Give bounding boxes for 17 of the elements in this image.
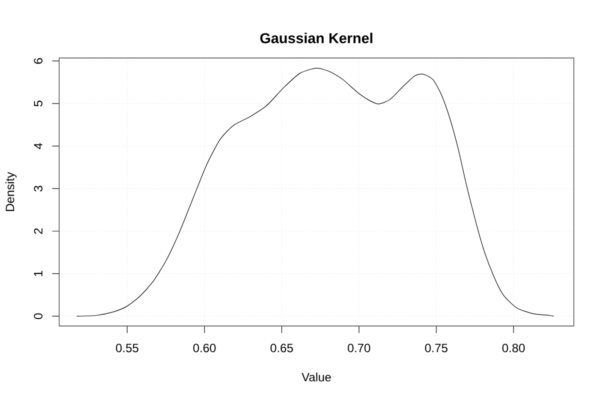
x-axis-title: Value [302, 372, 331, 382]
x-tick-label: 0.60 [193, 344, 216, 352]
x-tick-label: 0.80 [502, 344, 525, 352]
y-tick-label: 6 [34, 58, 42, 64]
y-tick-label: 3 [34, 186, 42, 192]
x-tick-label: 0.75 [425, 344, 448, 352]
y-tick-label: 5 [34, 100, 42, 106]
y-tick-label: 2 [34, 228, 42, 234]
y-axis-title: Density [5, 172, 17, 212]
chart-title: Gaussian Kernel [260, 32, 372, 44]
y-tick-label: 1 [34, 270, 42, 276]
y-tick-label: 4 [34, 143, 42, 150]
x-tick-label: 0.55 [116, 344, 138, 352]
line-series [76, 68, 554, 317]
y-tick-label: 0 [34, 313, 42, 320]
x-tick-label: 0.70 [348, 344, 370, 352]
x-tick-label: 0.65 [270, 344, 293, 352]
